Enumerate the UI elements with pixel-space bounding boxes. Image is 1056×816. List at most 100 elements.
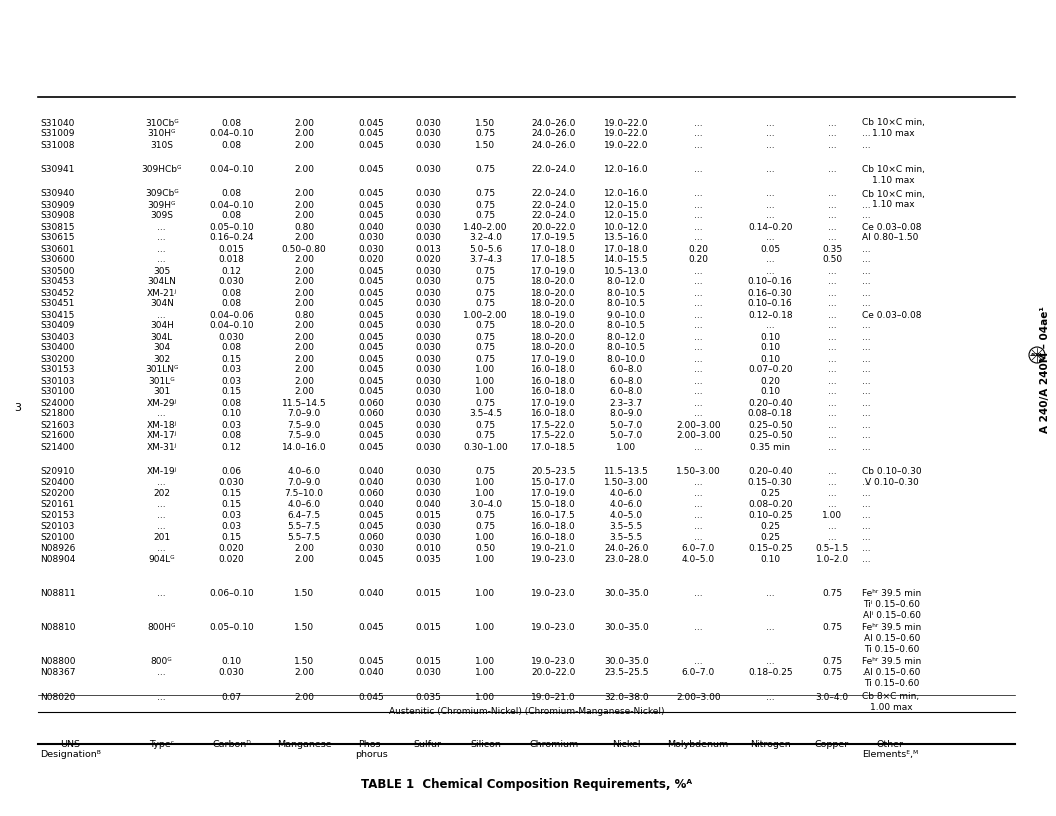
Text: 2.00: 2.00 [295,165,314,174]
Text: ...: ... [863,489,871,498]
Text: 4.0–6.0: 4.0–6.0 [287,467,321,476]
Text: ...: ... [766,255,774,264]
Text: ...: ... [694,442,702,451]
Text: XM-18ʲ: XM-18ʲ [147,420,176,429]
Text: 8.0–9.0: 8.0–9.0 [609,410,643,419]
Text: 0.015: 0.015 [415,657,440,666]
Text: 32.0–38.0: 32.0–38.0 [604,693,648,702]
Text: 0.15: 0.15 [222,489,242,498]
Text: S30200: S30200 [40,354,74,363]
Text: 301LNᴳ: 301LNᴳ [145,366,178,375]
Text: 16.0–18.0: 16.0–18.0 [531,376,577,385]
Text: 0.06: 0.06 [222,467,242,476]
Text: 0.030: 0.030 [219,478,245,487]
Text: 2.00: 2.00 [295,255,314,264]
Text: ...: ... [863,366,871,375]
Text: 0.10: 0.10 [760,354,780,363]
Text: 0.030: 0.030 [415,388,440,397]
Text: Cb 8×C min,
1.00 max: Cb 8×C min, 1.00 max [863,693,920,712]
Text: 3.0–4.0: 3.0–4.0 [469,500,502,509]
Text: ...: ... [157,668,166,677]
Text: ...: ... [766,201,774,210]
Text: 23.5–25.5: 23.5–25.5 [604,668,648,677]
Text: 17.0–18.5: 17.0–18.5 [531,255,577,264]
Text: 0.045: 0.045 [358,267,384,276]
Text: 3: 3 [15,403,21,413]
Text: 0.35: 0.35 [822,245,842,254]
Text: ...: ... [694,589,702,598]
Text: 30.0–35.0: 30.0–35.0 [604,589,648,598]
Text: 0.040: 0.040 [358,467,384,476]
Text: 0.30–1.00: 0.30–1.00 [464,442,508,451]
Text: S30452: S30452 [40,289,74,298]
Text: 0.16–0.24: 0.16–0.24 [209,233,253,242]
Text: 22.0–24.0: 22.0–24.0 [531,211,576,220]
Text: 1.00: 1.00 [822,511,842,520]
Text: 12.0–16.0: 12.0–16.0 [604,189,648,198]
Text: 11.5–14.5: 11.5–14.5 [282,398,326,407]
Text: 0.08: 0.08 [222,118,242,127]
Text: ...: ... [694,478,702,487]
Text: 0.04–0.06: 0.04–0.06 [209,311,253,320]
Text: Cb 10×C min,
1.10 max: Cb 10×C min, 1.10 max [863,165,925,184]
Text: 0.75: 0.75 [822,657,842,666]
Text: ...: ... [766,211,774,220]
Text: 0.030: 0.030 [415,211,440,220]
Text: 0.030: 0.030 [415,277,440,286]
Text: 4.0–6.0: 4.0–6.0 [287,500,321,509]
Text: 2.00–3.00: 2.00–3.00 [676,432,720,441]
Text: ...: ... [157,311,166,320]
Text: ...: ... [863,322,871,330]
Text: 0.10: 0.10 [760,388,780,397]
Text: ...: ... [863,344,871,353]
Text: ...: ... [694,500,702,509]
Text: 2.00: 2.00 [295,211,314,220]
Text: 0.20–0.40: 0.20–0.40 [748,398,792,407]
Text: ...: ... [766,657,774,666]
Text: 0.010: 0.010 [415,544,440,553]
Text: 5.0–5.6: 5.0–5.6 [469,245,502,254]
Text: 0.040: 0.040 [358,668,384,677]
Text: S30909: S30909 [40,201,75,210]
Text: 0.045: 0.045 [358,555,384,564]
Text: ...: ... [157,522,166,531]
Text: Feʰʳ 39.5 min
Al 0.15–0.60
Ti 0.15–0.60: Feʰʳ 39.5 min Al 0.15–0.60 Ti 0.15–0.60 [863,657,922,688]
Text: 17.0–19.0: 17.0–19.0 [531,354,577,363]
Text: 10.0–12.0: 10.0–12.0 [604,223,648,232]
Text: ...: ... [828,478,836,487]
Text: ...: ... [863,442,871,451]
Text: 0.035: 0.035 [415,693,440,702]
Text: S30600: S30600 [40,255,75,264]
Text: 0.75: 0.75 [475,289,495,298]
Text: S30403: S30403 [40,332,74,342]
Text: 23.0–28.0: 23.0–28.0 [604,555,648,564]
Text: ...: ... [863,533,871,542]
Text: 0.08–0.20: 0.08–0.20 [748,500,793,509]
Text: 0.15: 0.15 [222,354,242,363]
Text: 0.35 min: 0.35 min [750,442,790,451]
Text: Cb 10×C min,
1.10 max: Cb 10×C min, 1.10 max [863,189,925,209]
Text: 1.50–3.00: 1.50–3.00 [604,478,648,487]
Text: 19.0–22.0: 19.0–22.0 [604,140,648,149]
Text: 0.030: 0.030 [415,165,440,174]
Text: Ce 0.03–0.08: Ce 0.03–0.08 [863,223,922,232]
Text: 0.030: 0.030 [219,332,245,342]
Text: 1.00: 1.00 [475,589,495,598]
Text: 0.030: 0.030 [358,233,384,242]
Text: 7.0–9.0: 7.0–9.0 [287,410,321,419]
Text: ...: ... [828,130,836,139]
Text: 0.05–0.10: 0.05–0.10 [209,223,253,232]
Text: 0.07–0.20: 0.07–0.20 [748,366,793,375]
Text: 0.18–0.25: 0.18–0.25 [748,668,793,677]
Text: ...: ... [863,289,871,298]
Text: S21600: S21600 [40,432,74,441]
Text: 5.5–7.5: 5.5–7.5 [287,533,321,542]
Text: 2.00–3.00: 2.00–3.00 [676,693,720,702]
Text: ...: ... [828,267,836,276]
Text: 24.0–26.0: 24.0–26.0 [531,118,576,127]
Text: Copper: Copper [815,740,849,749]
Text: 0.75: 0.75 [475,299,495,308]
Text: 0.030: 0.030 [358,245,384,254]
Text: ...: ... [863,398,871,407]
Text: 9.0–10.0: 9.0–10.0 [607,311,645,320]
